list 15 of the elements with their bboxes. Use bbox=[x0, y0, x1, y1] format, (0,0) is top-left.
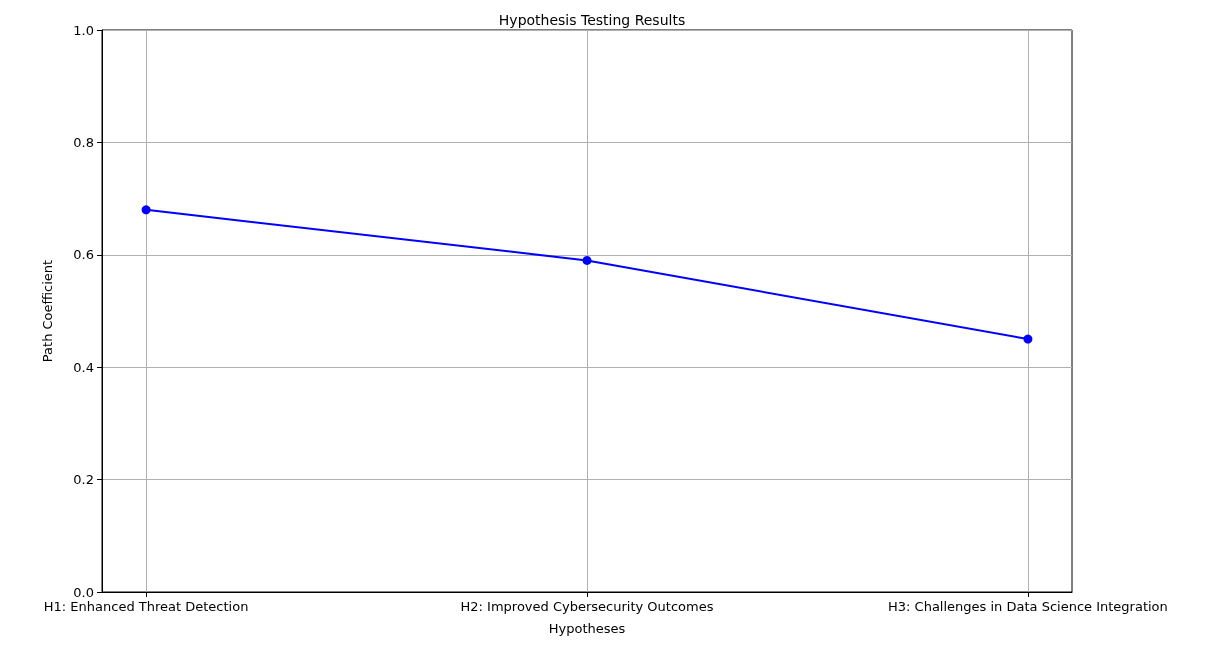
x-tick-label: H2: Improved Cybersecurity Outcomes bbox=[460, 599, 714, 614]
point bbox=[141, 205, 151, 215]
y-tick-label: 0.0 bbox=[73, 584, 94, 600]
x-axis-title: Hypotheses bbox=[548, 621, 626, 636]
x-tick-label: H1: Enhanced Threat Detection bbox=[43, 599, 249, 614]
y-tick-label: 0.8 bbox=[73, 134, 94, 150]
y-tick-label: 1.0 bbox=[73, 22, 94, 38]
point bbox=[1023, 334, 1033, 344]
chart-title: Hypothesis Testing Results bbox=[498, 12, 686, 28]
point bbox=[582, 255, 592, 265]
x-tick-label: H3: Challenges in Data Science Integration bbox=[888, 599, 1168, 614]
y-axis-title: Path Coefficient bbox=[40, 259, 55, 363]
y-tick-label: 0.6 bbox=[73, 247, 94, 263]
y-tick-label: 0.4 bbox=[73, 359, 94, 375]
y-tick-label: 0.2 bbox=[73, 472, 94, 488]
